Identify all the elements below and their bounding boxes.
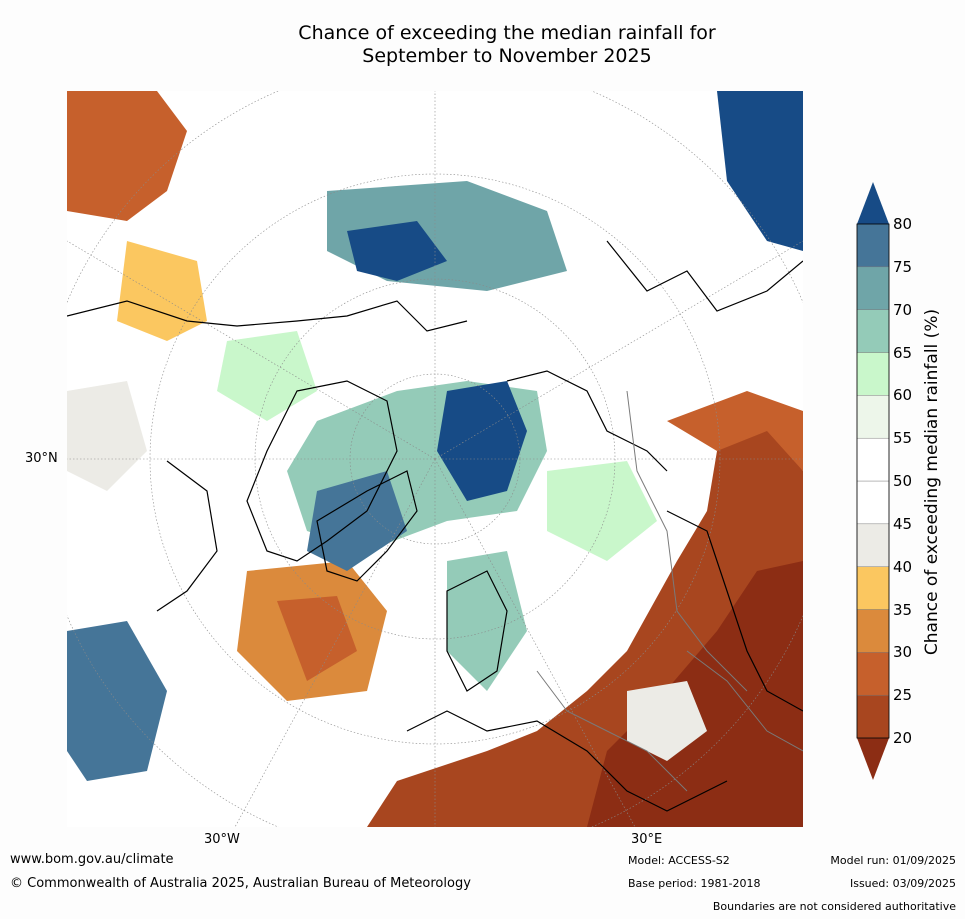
neutral-patch-east <box>627 681 707 761</box>
colorbar-tick-20: 20 <box>893 729 913 747</box>
map-canvas <box>67 91 803 827</box>
colorbar-extend-min <box>857 738 889 780</box>
coastline-north-america <box>67 300 468 332</box>
boundary-europe <box>536 670 688 792</box>
neutral-patch-west <box>67 381 147 491</box>
wet-patch-siberia <box>547 461 657 561</box>
colorbar-band-55-60 <box>856 395 890 439</box>
wet-patch-scandinavia <box>447 551 527 691</box>
colorbar-band-35-40 <box>856 566 890 610</box>
colorbar-band-40-45 <box>856 523 890 567</box>
colorbar-graphic <box>856 182 890 780</box>
dry-region-far-east <box>667 391 803 471</box>
dry-region-alaska <box>117 241 207 341</box>
colorbar-tick-55: 55 <box>893 429 913 448</box>
very-dry-region-eurasia <box>587 561 803 827</box>
coastline-greenland <box>316 470 418 582</box>
colorbar-band-20-25 <box>856 694 890 739</box>
country-boundaries <box>536 390 803 792</box>
colorbar-bands <box>856 223 890 739</box>
colorbar-band-65-70 <box>856 309 890 353</box>
colorbar-label: Chance of exceeding median rainfall (%) <box>922 308 942 656</box>
issued-text: Issued: 03/09/2025 <box>849 877 956 890</box>
meridian-120e <box>434 240 803 460</box>
dry-core-atlantic <box>277 596 357 681</box>
coastline-scandinavia <box>446 570 508 692</box>
colorbar-band-30-35 <box>856 609 890 653</box>
coastline-east-asia <box>666 510 803 712</box>
colorbar-tick-65: 65 <box>893 343 913 362</box>
base-period-text: Base period: 1981-2018 <box>628 877 761 890</box>
coastline-siberia-arctic <box>506 370 668 472</box>
colorbar-tick-50: 50 <box>893 472 913 490</box>
very-wet-region-arctic <box>437 381 527 501</box>
colorbar-tick-35: 35 <box>893 600 913 619</box>
boundary-russia-west <box>626 390 748 692</box>
colorbar-tick-75: 75 <box>893 257 913 276</box>
dry-region-northwest <box>67 91 187 221</box>
map-title: Chance of exceeding the median rainfall … <box>0 22 965 68</box>
wet-patch-canada <box>217 331 317 421</box>
colorbar-tick-60: 60 <box>893 386 913 405</box>
coastline-canadian-archipelago <box>246 380 398 562</box>
wet-region-southwest <box>67 621 167 781</box>
colorbar-tick-30: 30 <box>893 643 913 662</box>
colorbar-band-50-55 <box>856 437 890 482</box>
colorbar-band-25-30 <box>856 652 890 696</box>
boundary-central-asia <box>686 650 803 752</box>
probability-field <box>67 91 803 827</box>
website-text: www.bom.gov.au/climate <box>10 852 174 867</box>
rainfall-probability-map <box>67 91 803 827</box>
colorbar-tick-80: 80 <box>893 215 913 233</box>
wet-region-greenland <box>307 471 407 571</box>
very-wet-region-northeast <box>717 91 803 251</box>
colorbar-tick-25: 25 <box>893 686 913 705</box>
coastline-east-siberia <box>606 240 803 312</box>
lat-label-30n: 30°N <box>25 451 58 466</box>
colorbar-band-60-65 <box>856 352 890 396</box>
title-line-2: September to November 2025 <box>362 45 652 67</box>
coastline-europe <box>406 710 728 812</box>
coastlines <box>67 240 803 812</box>
title-line-1: Chance of exceeding the median rainfall … <box>298 22 716 44</box>
colorbar-tick-45: 45 <box>893 514 913 533</box>
colorbar <box>855 180 891 786</box>
colorbar-band-70-75 <box>856 266 890 310</box>
colorbar-band-75-80 <box>856 223 890 268</box>
very-wet-region-pacific <box>347 221 447 281</box>
lon-label-30w: 30°W <box>204 832 240 847</box>
lon-label-30e: 30°E <box>631 832 663 847</box>
colorbar-tick-70: 70 <box>893 300 913 319</box>
meridian-120w <box>67 240 436 460</box>
colorbar-frame <box>856 223 890 739</box>
colorbar-extend-max <box>857 182 889 224</box>
copyright-text: © Commonwealth of Australia 2025, Austra… <box>10 876 471 891</box>
colorbar-band-45-50 <box>856 480 890 525</box>
colorbar-tick-40: 40 <box>893 557 913 576</box>
model-text: Model: ACCESS-S2 <box>628 854 730 867</box>
graticule <box>67 91 803 827</box>
coastline-hudson-bay <box>156 460 218 612</box>
model-run-text: Model run: 01/09/2025 <box>830 854 956 867</box>
disclaimer-text: Boundaries are not considered authoritat… <box>712 900 956 913</box>
